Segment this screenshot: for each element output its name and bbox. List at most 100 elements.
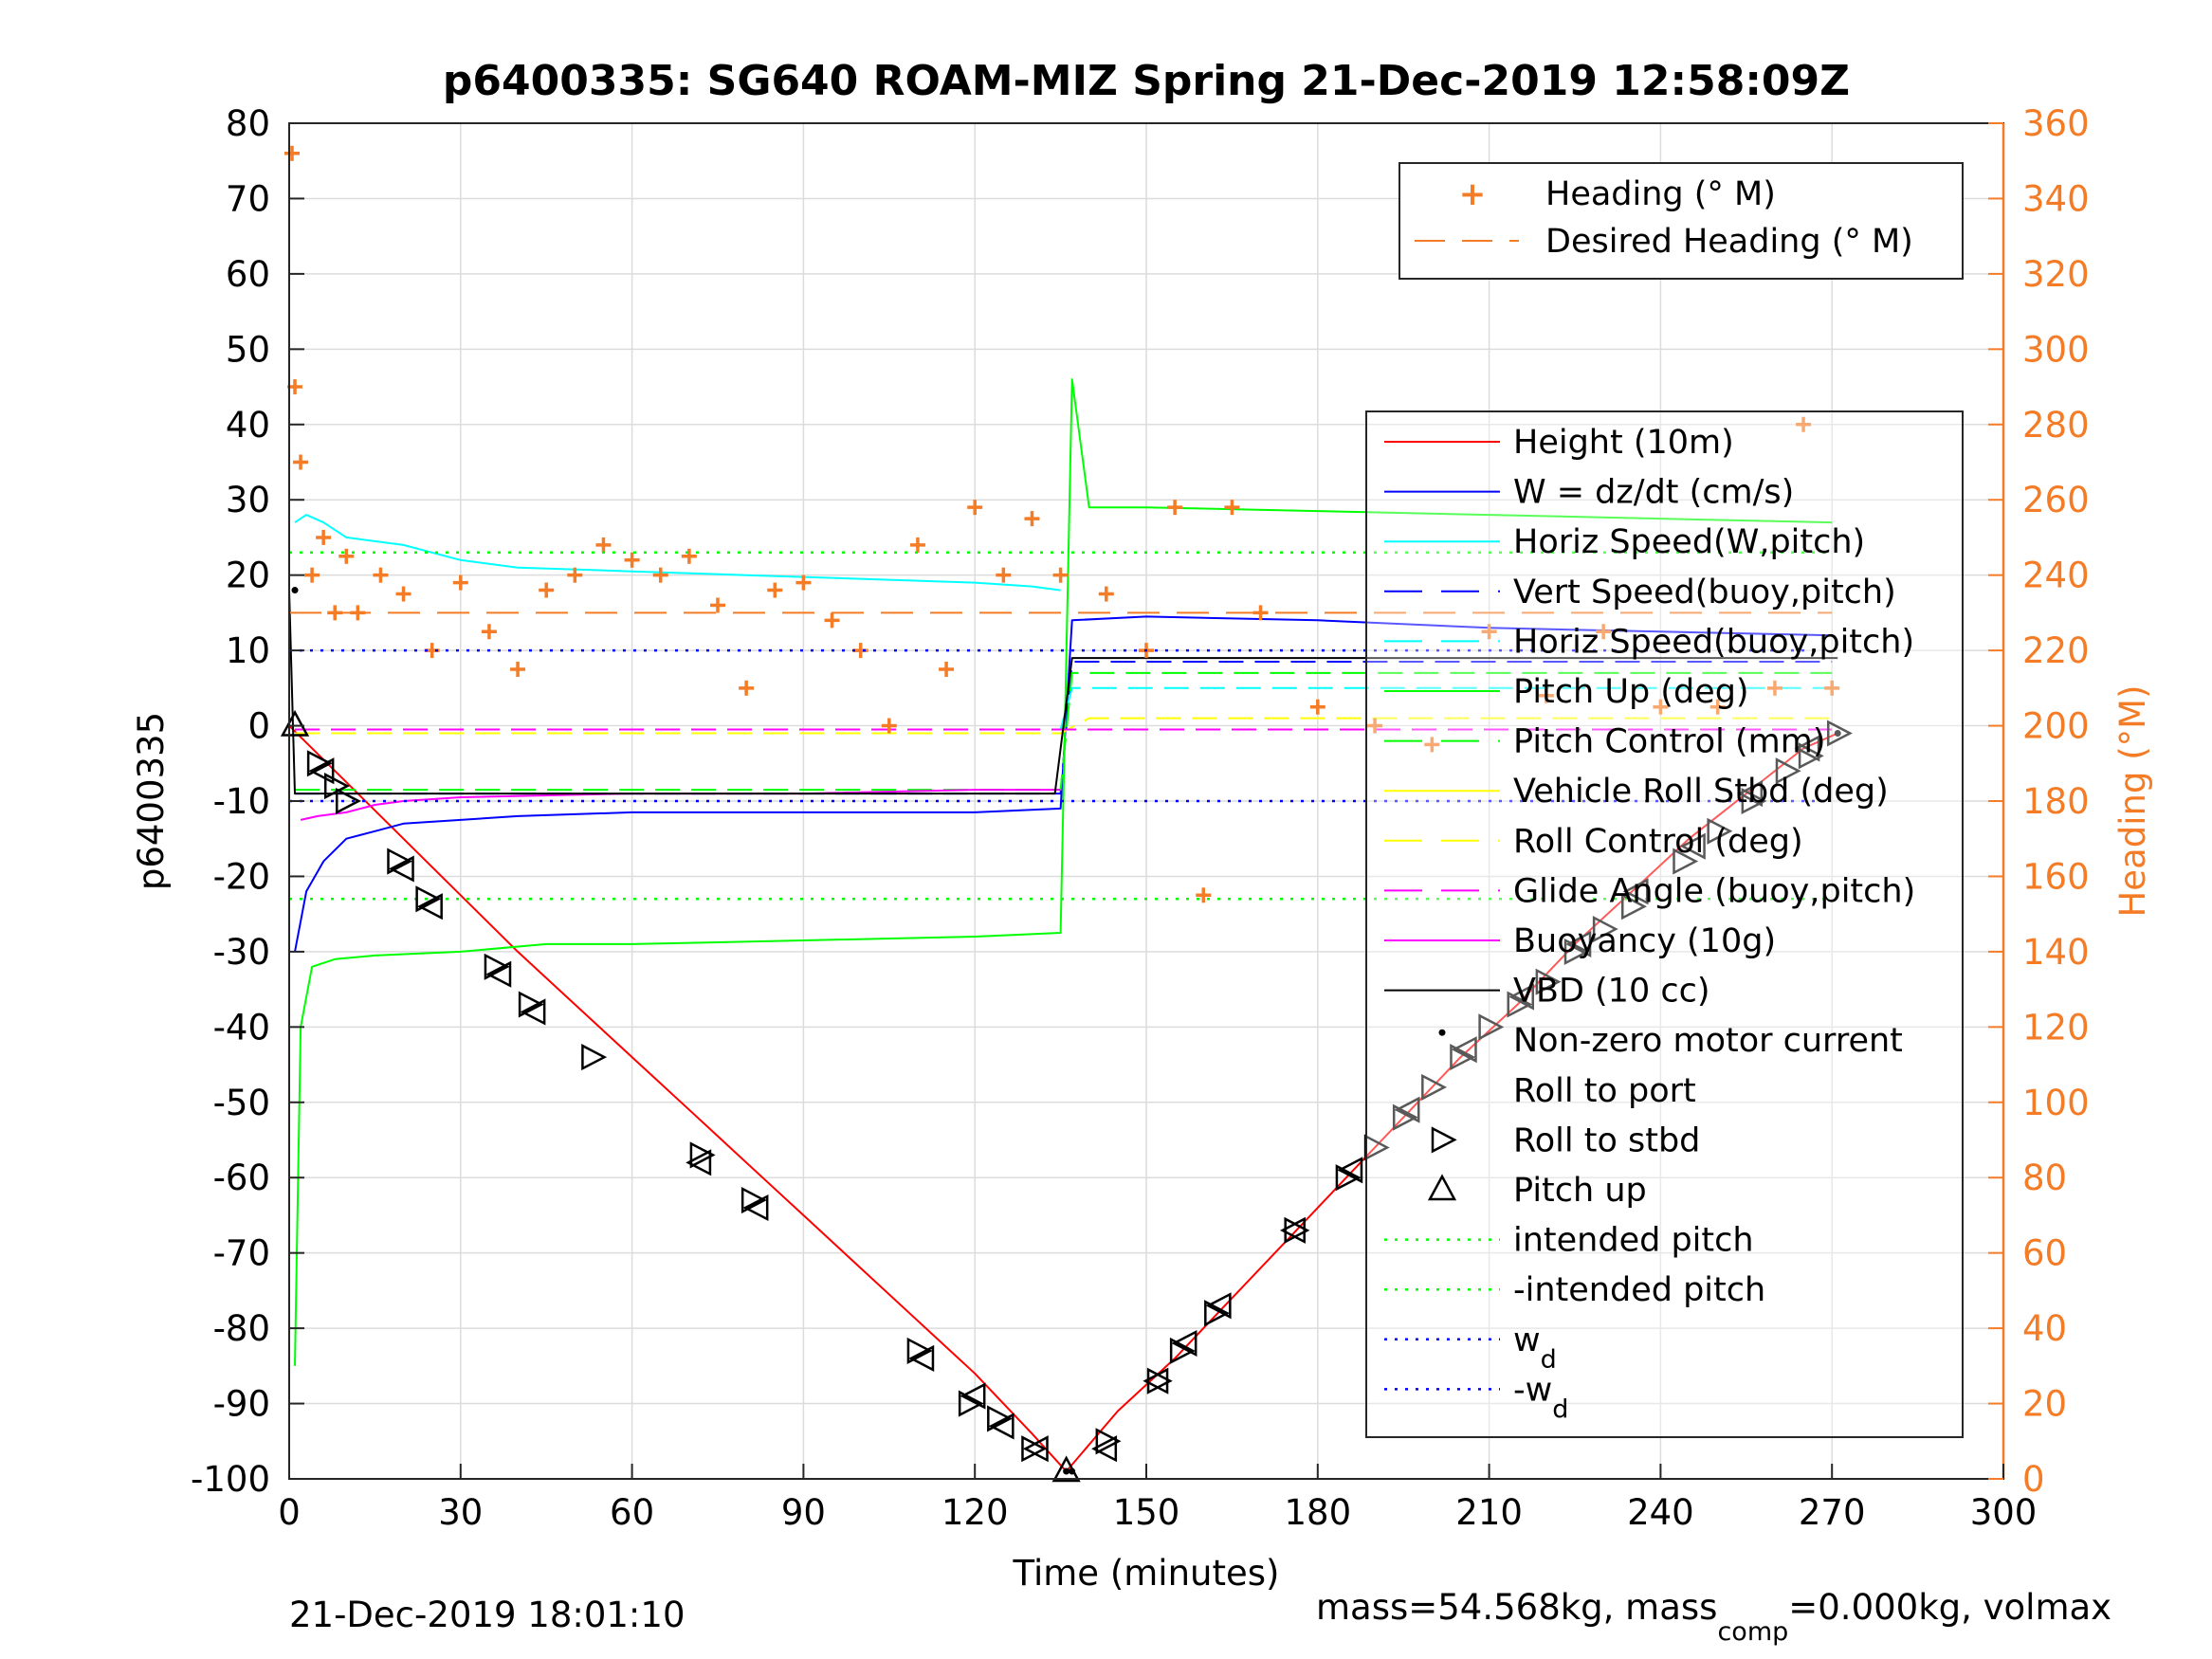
roll-port-marker bbox=[1451, 1036, 1477, 1064]
y-tick-label: -20 bbox=[213, 856, 270, 897]
y-tick-label: -30 bbox=[213, 932, 270, 973]
legend-label: Roll Control (deg) bbox=[1513, 823, 1803, 861]
roll-stbd-marker bbox=[1798, 742, 1824, 770]
roll-port-marker bbox=[1508, 983, 1535, 1011]
heading-point bbox=[316, 529, 332, 545]
y-right-tick-label: 320 bbox=[2022, 254, 2090, 295]
legend-label: intended pitch bbox=[1513, 1222, 1754, 1260]
roll-stbd-marker bbox=[1775, 757, 1801, 785]
y-tick-label: 30 bbox=[226, 480, 270, 520]
x-tick-label: 60 bbox=[610, 1492, 654, 1533]
legend-row: wd bbox=[1384, 1322, 1557, 1375]
heading-point bbox=[1309, 699, 1325, 715]
heading-point bbox=[1766, 680, 1782, 696]
roll-stbd-marker bbox=[1095, 1428, 1122, 1455]
roll-port-marker bbox=[1337, 1157, 1363, 1184]
legend-label: Buoyancy (10g) bbox=[1513, 922, 1776, 960]
heading-point bbox=[1024, 511, 1040, 527]
legend-label: Pitch Control (mm) bbox=[1513, 723, 1825, 761]
roll-port-marker bbox=[960, 1382, 986, 1410]
roll-port-marker bbox=[520, 998, 546, 1026]
heading-point bbox=[1196, 887, 1212, 903]
heading-point bbox=[1709, 699, 1726, 715]
roll-stbd-marker bbox=[1826, 720, 1853, 747]
series-w-dz-dt-cm-s-line bbox=[294, 615, 1833, 953]
y-tick-label: 40 bbox=[226, 405, 270, 446]
roll-stbd-marker bbox=[306, 750, 333, 777]
roll-port-marker bbox=[742, 1194, 769, 1222]
roll-stbd-marker bbox=[387, 848, 413, 875]
footer-mass-part2: =0.000kg, volmax bbox=[1788, 1587, 2111, 1628]
roll-stbd-marker bbox=[1741, 787, 1767, 815]
heading-point bbox=[510, 661, 526, 677]
y-tick-label: -50 bbox=[213, 1083, 270, 1123]
y-right-tick-label: 160 bbox=[2022, 856, 2090, 897]
y-tick-label: 60 bbox=[226, 254, 270, 295]
y-right-tick-label: 180 bbox=[2022, 781, 2090, 822]
legend-rows: Height (10m) W = dz/dt (cm/s) Horiz Speed(… bbox=[1384, 424, 1915, 1424]
roll-port-marker bbox=[1091, 1435, 1118, 1463]
heading-point bbox=[1367, 718, 1383, 734]
y-right-tick-label: 40 bbox=[2022, 1308, 2067, 1349]
x-tick-label: 120 bbox=[941, 1492, 1009, 1533]
roll-port-marker bbox=[1171, 1329, 1197, 1358]
roll-port-marker bbox=[988, 1413, 1015, 1440]
legend-label: Horiz Speed(buoy,pitch) bbox=[1513, 623, 1914, 661]
legend-desired-heading-label: Desired Heading (° M) bbox=[1545, 223, 1913, 261]
roll-stbd-marker bbox=[1335, 1164, 1362, 1192]
heading-point bbox=[1167, 500, 1183, 516]
roll-stbd-marker bbox=[1450, 1044, 1476, 1071]
roll-port-marker bbox=[1565, 930, 1592, 958]
legend-pitch-up-icon bbox=[1427, 1174, 1457, 1201]
series-pitch-up-deg-line bbox=[294, 378, 1833, 1366]
series-buoyancy-10g-line bbox=[300, 789, 1061, 821]
chart-title: p6400335: SG640 ROAM-MIZ Spring 21-Dec-2… bbox=[443, 57, 1850, 105]
legend-main[interactable]: Height (10m) W = dz/dt (cm/s) Horiz Speed(… bbox=[1365, 410, 1964, 1438]
y-tick-label: -40 bbox=[213, 1007, 270, 1048]
legend-heading[interactable]: + Heading (° M) Desired Heading (° M) bbox=[1398, 162, 1964, 280]
legend-label: VBD (10 cc) bbox=[1513, 973, 1710, 1011]
motor-current-point bbox=[1834, 730, 1841, 737]
roll-port-marker bbox=[686, 1149, 712, 1176]
y-tick-label: -100 bbox=[191, 1459, 270, 1500]
x-tick-label: 90 bbox=[781, 1492, 826, 1533]
legend-row: Roll Control (deg) bbox=[1384, 823, 1803, 861]
y-right-tick-label: 240 bbox=[2022, 556, 2090, 596]
roll-stbd-marker bbox=[1169, 1337, 1196, 1365]
roll-stbd-marker bbox=[689, 1141, 716, 1169]
series-roll-control-deg-line bbox=[295, 717, 1833, 735]
legend-label: Glide Angle (buoy,pitch) bbox=[1513, 872, 1915, 910]
legend-roll-stbd-icon bbox=[1431, 1126, 1457, 1154]
roll-stbd-marker bbox=[987, 1405, 1014, 1432]
legend-label: Roll to port bbox=[1513, 1072, 1696, 1110]
roll-stbd-marker bbox=[1535, 968, 1562, 995]
x-axis-label: Time (minutes) bbox=[1013, 1553, 1280, 1594]
roll-stbd-marker bbox=[1673, 848, 1699, 875]
legend-row: Buoyancy (10g) bbox=[1384, 922, 1776, 960]
roll-port-marker bbox=[1022, 1435, 1049, 1463]
legend-row: Height (10m) bbox=[1384, 424, 1734, 462]
heading-point bbox=[1481, 624, 1497, 640]
footer-mass-subscript: comp bbox=[1717, 1617, 1788, 1647]
heading-point bbox=[1098, 586, 1114, 602]
motor-current-point bbox=[291, 587, 299, 594]
x-tick-label: 210 bbox=[1455, 1492, 1523, 1533]
heading-point bbox=[681, 548, 697, 564]
y-tick-label: -90 bbox=[213, 1384, 270, 1425]
legend-heading-plus-icon: + bbox=[1459, 175, 1487, 213]
y-tick-label: 20 bbox=[226, 556, 270, 596]
legend-row: Roll to stbd bbox=[1431, 1121, 1700, 1159]
y-right-tick-label: 220 bbox=[2022, 630, 2090, 671]
legend-label: W = dz/dt (cm/s) bbox=[1513, 474, 1794, 512]
series-pitch-control-mm-line bbox=[295, 671, 1833, 792]
roll-port-marker bbox=[388, 855, 414, 883]
y-right-tick-label: 200 bbox=[2022, 706, 2090, 747]
heading-point bbox=[710, 597, 725, 613]
heading-point bbox=[1224, 500, 1240, 516]
roll-port-marker bbox=[1679, 832, 1706, 860]
legend-label: Vehicle Roll Stbd (deg) bbox=[1513, 773, 1889, 811]
footer-mass: mass=54.568kg, masscomp=0.000kg, volmax bbox=[1316, 1587, 2111, 1647]
legend-subscript: d bbox=[1552, 1395, 1568, 1424]
legend-label: Horiz Speed(W,pitch) bbox=[1513, 523, 1865, 561]
legend-subscript: d bbox=[1541, 1345, 1557, 1375]
